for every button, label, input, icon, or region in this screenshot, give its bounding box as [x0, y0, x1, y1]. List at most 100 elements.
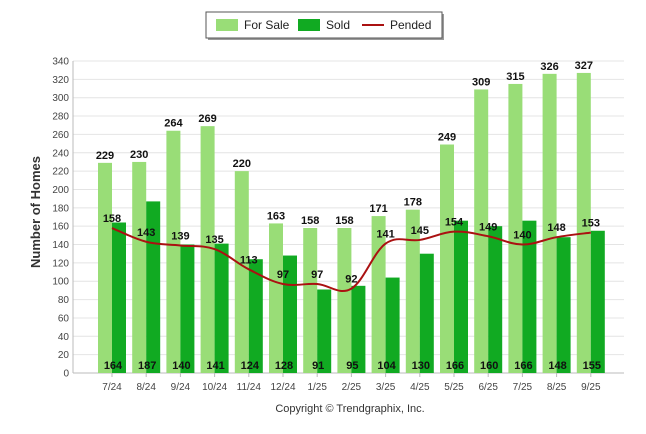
- for-sale-bar: [405, 209, 420, 373]
- sold-value-label: 160: [480, 360, 498, 372]
- for-sale-bar: [98, 162, 112, 373]
- for-sale-value-label: 326: [540, 61, 558, 73]
- for-sale-bar: [337, 228, 352, 373]
- sold-value-label: 155: [583, 360, 601, 372]
- sold-bar: [112, 222, 126, 373]
- y-tick-label: 60: [58, 313, 70, 324]
- pended-value-label: 140: [513, 230, 531, 242]
- for-sale-value-label: 230: [130, 149, 148, 161]
- x-tick-label: 8/24: [136, 382, 156, 393]
- for-sale-bar: [508, 83, 523, 374]
- legend-box: [205, 11, 443, 39]
- x-tick-label: 9/25: [581, 382, 601, 393]
- y-tick-label: 0: [63, 369, 69, 380]
- pended-value-label: 154: [445, 217, 464, 229]
- x-tick-label: 4/25: [410, 382, 430, 393]
- for-sale-bar: [269, 223, 283, 373]
- grid: [73, 60, 624, 374]
- for-sale-value-label: 163: [267, 210, 285, 222]
- x-tick-label: 12/24: [270, 382, 295, 393]
- for-sale-value-label: 315: [506, 71, 524, 83]
- pended-line-path: [111, 227, 591, 293]
- legend: For Sale Sold Pended: [205, 11, 444, 40]
- bars: [98, 72, 605, 374]
- y-tick-label: 320: [52, 75, 69, 86]
- sold-value-label: 141: [206, 360, 224, 372]
- for-sale-bar: [132, 161, 147, 373]
- sold-bar: [180, 244, 195, 373]
- x-tick-label: 6/25: [478, 382, 498, 393]
- y-tick-label: 160: [52, 222, 69, 233]
- pended-value-label: 92: [345, 274, 357, 286]
- copyright-text: Copyright © Trendgraphix, Inc.: [275, 403, 424, 415]
- for-sale-value-label: 158: [335, 215, 353, 227]
- y-tick-label: 240: [52, 148, 69, 159]
- x-tick-label: 8/25: [547, 382, 567, 393]
- y-tick-label: 220: [52, 167, 69, 178]
- pended-line: [111, 227, 591, 293]
- y-tick-label: 180: [52, 203, 69, 214]
- pended-value-label: 135: [205, 234, 223, 246]
- pended-value-label: 143: [137, 227, 155, 239]
- for-sale-bar: [166, 130, 181, 373]
- sold-value-label: 148: [548, 360, 566, 372]
- for-sale-bar: [440, 144, 454, 373]
- for-sale-bar: [576, 72, 591, 373]
- pended-value-label: 141: [376, 229, 394, 241]
- pended-value-label: 153: [582, 218, 600, 230]
- pended-value-label: 148: [547, 222, 565, 234]
- sold-bar: [385, 277, 400, 373]
- sold-value-label: 187: [138, 360, 156, 372]
- y-tick-label: 260: [52, 130, 69, 141]
- sold-value-label: 91: [312, 360, 324, 372]
- pended-value-label: 149: [479, 221, 497, 233]
- x-tick-label: 5/25: [444, 382, 464, 393]
- sold-bar: [556, 237, 571, 373]
- y-tick-label: 340: [52, 57, 69, 68]
- legend-swatch: [298, 19, 320, 31]
- for-sale-value-label: 220: [233, 158, 251, 170]
- for-sale-bar: [542, 73, 557, 374]
- sold-value-label: 164: [104, 360, 123, 372]
- for-sale-value-label: 178: [404, 197, 422, 209]
- y-tick-label: 40: [58, 332, 70, 343]
- x-tick-label: 11/24: [237, 382, 262, 393]
- y-tick-label: 120: [52, 258, 69, 269]
- y-tick-label: 100: [52, 277, 69, 288]
- data-labels: 229 164 230 187 264 140 269 141 220 124 163 128 158 9…: [96, 60, 601, 372]
- x-tick-label: 1/25: [307, 382, 327, 393]
- pended-value-label: 158: [103, 213, 121, 225]
- y-tick-label: 80: [58, 295, 70, 306]
- x-tick-label: 7/25: [513, 382, 533, 393]
- x-tick-label: 7/24: [102, 382, 122, 393]
- legend-label: For Sale: [244, 18, 290, 32]
- for-sale-value-label: 171: [369, 203, 387, 215]
- sold-value-label: 104: [377, 360, 396, 372]
- for-sale-value-label: 309: [472, 76, 490, 88]
- sold-value-label: 166: [514, 360, 532, 372]
- y-tick-label: 200: [52, 185, 69, 196]
- sold-value-label: 124: [241, 360, 260, 372]
- sold-value-label: 140: [172, 360, 190, 372]
- for-sale-value-label: 264: [164, 118, 183, 130]
- for-sale-value-label: 327: [575, 60, 593, 72]
- y-tick-label: 280: [52, 112, 69, 123]
- x-tick-label: 10/24: [202, 382, 227, 393]
- sold-value-label: 95: [346, 360, 358, 372]
- sold-bar: [419, 253, 434, 373]
- sold-bar: [454, 220, 468, 373]
- sold-bar: [248, 259, 263, 373]
- legend-label: Sold: [326, 18, 350, 32]
- legend-swatch: [216, 19, 238, 31]
- y-tick-label: 300: [52, 93, 69, 104]
- for-sale-bar: [234, 171, 249, 373]
- sold-bar: [214, 243, 229, 373]
- y-tick-label: 140: [52, 240, 69, 251]
- pended-value-label: 139: [171, 230, 189, 242]
- pended-value-label: 113: [240, 254, 258, 266]
- for-sale-value-label: 229: [96, 150, 114, 162]
- y-tick-label: 20: [58, 350, 70, 361]
- pended-value-label: 97: [311, 269, 323, 281]
